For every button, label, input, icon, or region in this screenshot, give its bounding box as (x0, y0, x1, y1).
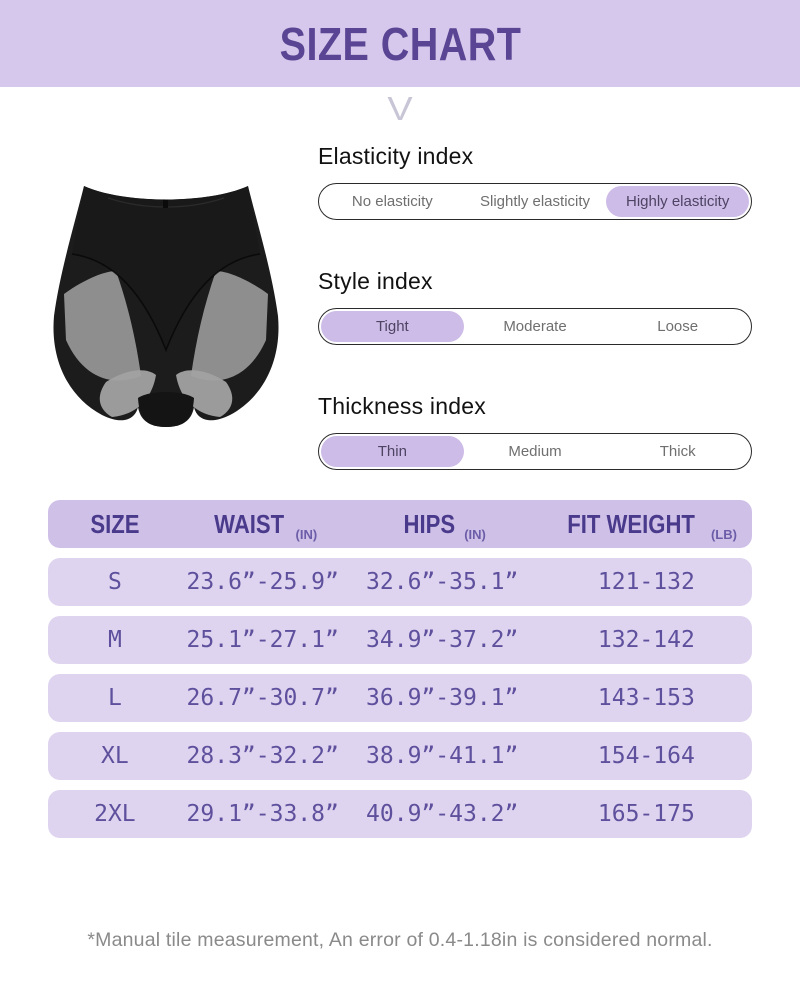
option-tight: Tight (321, 311, 464, 342)
thickness-index-section: Thickness index Thin Medium Thick (318, 392, 752, 470)
col-header-fit-weight: FIT WEIGHT (LB) (567, 508, 737, 542)
style-index-heading: Style index (318, 268, 433, 294)
option-moderate: Moderate (503, 318, 567, 335)
mesh-leg-left (99, 370, 156, 417)
waist-tag (163, 192, 168, 208)
cell-hips: 40.9”-43.2” (366, 801, 519, 827)
cell-size: S (107, 569, 122, 595)
title-banner: SIZE CHART (0, 0, 800, 87)
chevron-down-icon: V (387, 90, 413, 127)
option-loose: Loose (657, 318, 699, 335)
option-thick: Thick (659, 443, 696, 460)
col-header-waist: WAIST (IN) (214, 508, 318, 542)
crotch-panel (138, 392, 194, 427)
style-index-section: Style index Tight Moderate Loose (318, 267, 752, 345)
thickness-index-heading: Thickness index (318, 393, 486, 419)
size-row-l: L 26.7”-30.7” 36.9”-39.1” 143-153 (48, 674, 752, 722)
cell-size: L (107, 685, 122, 711)
mesh-panel-right (191, 271, 268, 381)
cell-hips: 36.9”-39.1” (366, 685, 519, 711)
front-panel (72, 186, 260, 350)
table-header-row: SIZE WAIST (IN) HIPS (IN) FIT WEIGHT (LB… (48, 500, 752, 548)
cell-fit-weight: 132-142 (597, 627, 695, 653)
cell-size: 2XL (94, 801, 136, 827)
cell-waist: 25.1”-27.1” (186, 627, 339, 653)
mesh-leg-right (176, 370, 233, 417)
fit-weight-unit: (LB) (710, 526, 737, 542)
briefs-graphic (53, 186, 279, 427)
cell-fit-weight: 143-153 (597, 685, 695, 711)
hips-unit: (IN) (464, 526, 486, 542)
mesh-panel-left (64, 271, 141, 381)
cell-waist: 28.3”-32.2” (186, 743, 339, 769)
option-slightly-elasticity: Slightly elasticity (479, 193, 591, 210)
col-header-hips: HIPS (IN) (403, 508, 486, 542)
size-row-2xl: 2XL 29.1”-33.8” 40.9”-43.2” 165-175 (48, 790, 752, 838)
cell-hips: 32.6”-35.1” (366, 569, 519, 595)
option-no-elasticity: No elasticity (351, 193, 433, 210)
waist-unit: (IN) (295, 526, 318, 542)
size-row-s: S 23.6”-25.9” 32.6”-35.1” 121-132 (48, 558, 752, 606)
cell-fit-weight: 165-175 (597, 801, 695, 827)
elasticity-pill: No elasticity Slightly elasticity Highly… (318, 183, 752, 220)
cell-waist: 23.6”-25.9” (186, 569, 339, 595)
size-row-m: M 25.1”-27.1” 34.9”-37.2” 132-142 (48, 616, 752, 664)
elasticity-index-section: Elasticity index No elasticity Slightly … (318, 142, 752, 220)
product-photo (46, 174, 286, 440)
size-row-xl: XL 28.3”-32.2” 38.9”-41.1” 154-164 (48, 732, 752, 780)
seam-lines (71, 253, 261, 353)
cell-size: M (107, 627, 122, 653)
option-thin: Thin (321, 436, 464, 467)
cell-waist: 29.1”-33.8” (186, 801, 339, 827)
elasticity-index-heading: Elasticity index (318, 143, 474, 169)
option-highly-elasticity: Highly elasticity (606, 186, 750, 217)
size-table: SIZE WAIST (IN) HIPS (IN) FIT WEIGHT (LB… (48, 500, 752, 848)
index-panel: Elasticity index No elasticity Slightly … (318, 142, 752, 470)
cell-fit-weight: 121-132 (597, 569, 695, 595)
style-pill: Tight Moderate Loose (318, 308, 752, 345)
option-medium: Medium (508, 443, 562, 460)
cell-waist: 26.7”-30.7” (186, 685, 339, 711)
thickness-pill: Thin Medium Thick (318, 433, 752, 470)
cell-size: XL (101, 743, 129, 769)
cell-hips: 34.9”-37.2” (366, 627, 519, 653)
page-title: SIZE CHART (279, 17, 521, 70)
cell-hips: 38.9”-41.1” (366, 743, 519, 769)
cell-fit-weight: 154-164 (597, 743, 695, 769)
col-header-size: SIZE (90, 508, 140, 539)
measurement-disclaimer: *Manual tile measurement, An error of 0.… (87, 929, 713, 951)
